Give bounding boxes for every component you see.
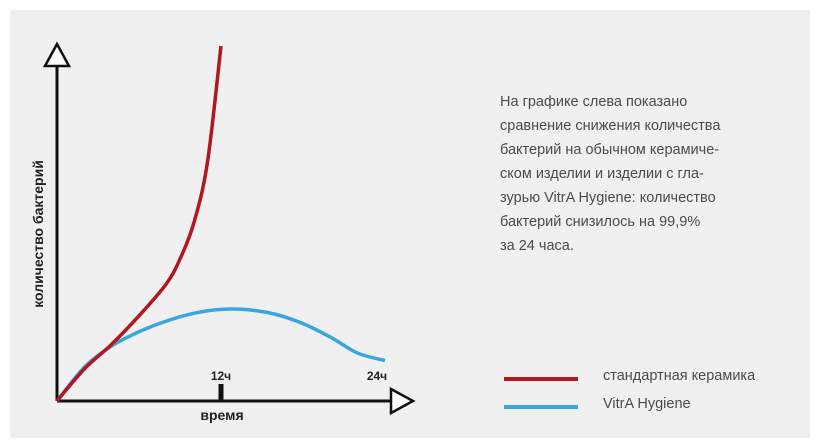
description-line: за 24 часа.	[500, 238, 574, 254]
chart-ticks: 12ч 24ч	[211, 369, 387, 401]
legend-swatch-vitra-hygiene	[504, 405, 578, 409]
legend-swatch-standard-ceramic	[504, 377, 578, 381]
chart-axes	[42, 41, 416, 416]
description-line: зурью VitrA Hygiene: количество	[500, 190, 716, 206]
legend-label-standard-ceramic: стандартная керамика	[603, 368, 756, 384]
x-tick-label: 12ч	[211, 369, 231, 383]
x-tick-mark	[218, 384, 224, 401]
description-line: На графике слева показано	[500, 94, 688, 110]
description-line: сравнение снижения количества	[500, 118, 721, 134]
legend-label-vitra-hygiene: VitrA Hygiene	[603, 396, 691, 412]
description-line: бактерий снизилось на 99,9%	[500, 214, 701, 230]
description-line: бактерий на обычном керамиче-	[500, 142, 720, 158]
legend-item-vitra-hygiene: VitrA Hygiene	[500, 394, 810, 422]
y-axis-arrow	[42, 41, 72, 68]
x-tick-label: 24ч	[367, 369, 387, 383]
series-line-standard-ceramic	[55, 45, 223, 403]
description-text: На графике слева показано сравнение сниж…	[500, 90, 800, 258]
x-axis-label: время	[200, 407, 243, 423]
x-axis-arrow	[389, 386, 416, 416]
chart-legend: стандартная керамика VitrA Hygiene	[500, 366, 810, 422]
legend-item-standard-ceramic: стандартная керамика	[500, 366, 810, 394]
chart-series	[55, 45, 386, 403]
y-axis-label: количество бактерий	[30, 160, 46, 308]
description-line: ском изделии и изделии с гла-	[500, 166, 704, 182]
infographic-panel	[10, 10, 810, 438]
